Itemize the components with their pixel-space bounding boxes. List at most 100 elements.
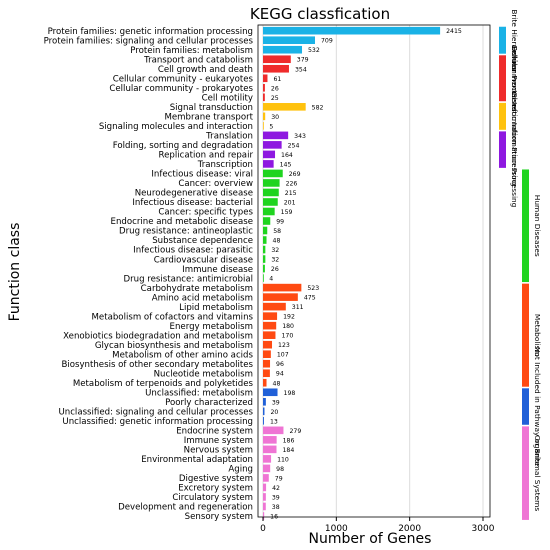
value-label: 61 (273, 76, 281, 83)
value-label: 79 (275, 475, 283, 482)
x-tick-label: 1000 (325, 524, 348, 534)
category-label: Unclassified: signaling and cellular pro… (58, 408, 253, 418)
value-label: 42 (272, 485, 280, 492)
grid-lines (262, 25, 484, 517)
legend-color-bar (499, 55, 506, 102)
bar (263, 264, 265, 273)
value-label: 30 (271, 114, 279, 121)
value-label: 13 (270, 418, 278, 425)
bar (263, 255, 266, 263)
category-label: Infectious disease: viral (151, 170, 253, 180)
bar (263, 226, 268, 235)
bar (263, 36, 315, 45)
value-label: 379 (297, 57, 309, 64)
category-label: Protein families: signaling and cellular… (44, 36, 254, 46)
category-label: Metabolism of other amino acids (112, 350, 253, 360)
category-label: Nucleotide metabolism (154, 369, 253, 379)
bar (263, 283, 302, 292)
value-label: 98 (276, 466, 284, 473)
category-label: Xenobiotics biodegradation and metabolis… (63, 331, 253, 341)
category-label: Immune disease (182, 265, 253, 275)
y-axis-label: Function class (7, 223, 23, 322)
category-labels: Protein families: genetic information pr… (44, 27, 254, 522)
legend-label: Cellular Processes (510, 45, 519, 112)
bar (263, 198, 278, 206)
category-label: Signal transduction (170, 103, 253, 113)
bar (263, 369, 270, 378)
bar (263, 188, 279, 197)
category-label: Membrane transport (164, 113, 253, 123)
value-label: 25 (271, 95, 279, 102)
category-label: Drug resistance: antimicrobial (123, 274, 253, 284)
value-label: 110 (277, 456, 289, 463)
plot-frame (257, 24, 491, 518)
bar (263, 483, 267, 492)
value-label: 26 (271, 85, 279, 92)
value-label: 20 (270, 409, 278, 416)
bar (263, 512, 265, 520)
category-label: Glycan biosynthesis and metabolism (95, 341, 253, 351)
category-label: Excretory system (178, 484, 253, 494)
bar (263, 64, 289, 73)
category-label: Signaling molecules and interaction (99, 122, 253, 132)
legend-label: Not Included in Pathway or Brite (533, 347, 542, 467)
value-label: 39 (272, 494, 280, 501)
bar (263, 112, 266, 121)
category-label: Cell motility (202, 94, 253, 104)
x-axis-label: Number of Genes (309, 531, 432, 547)
x-tick-label: 2000 (398, 524, 421, 534)
value-label: 170 (281, 333, 293, 340)
bar (263, 179, 280, 187)
value-label: 2415 (446, 28, 462, 35)
bar (263, 131, 289, 140)
value-label: 532 (308, 47, 320, 54)
category-label: Cancer: specific types (158, 208, 253, 218)
value-label: 5 (269, 123, 273, 130)
category-label: Protein families: metabolism (130, 46, 253, 56)
value-label: 39 (272, 399, 280, 406)
category-label: Protein families: genetic information pr… (48, 27, 253, 37)
category-label: Transport and catabolism (143, 55, 253, 65)
x-tick-label: 3000 (472, 524, 495, 534)
bar (263, 207, 275, 216)
bar (263, 436, 277, 444)
bar (263, 245, 266, 254)
legend-label: Organismal Systems (533, 435, 542, 511)
bar (263, 378, 267, 387)
value-label: 254 (288, 142, 300, 149)
category-label: Endocrine and metabolic disease (111, 217, 253, 227)
value-label: 26 (271, 266, 279, 273)
category-label: Cell growth and death (158, 65, 253, 75)
legend-color-bar (522, 388, 529, 425)
x-tick-label: 0 (260, 524, 266, 534)
bar (263, 397, 266, 406)
category-label: Amino acid metabolism (152, 293, 253, 303)
bar (263, 464, 271, 473)
bar (263, 417, 264, 425)
value-label: 343 (294, 133, 306, 140)
bar (263, 340, 273, 349)
legend-color-bar (499, 102, 506, 130)
category-label: Cardiovascular disease (154, 255, 253, 265)
bar (263, 426, 284, 435)
x-axis: 0 1000 2000 3000 (257, 24, 495, 534)
category-label: Folding, sorting and degradation (113, 141, 253, 151)
category-label: Infectious disease: parasitic (133, 246, 253, 256)
value-label: 523 (307, 285, 319, 292)
bar (263, 160, 274, 168)
bar (263, 45, 303, 54)
value-label: 38 (272, 504, 280, 511)
bar (263, 93, 265, 102)
category-label: Substance dependence (152, 236, 253, 246)
value-label: 159 (281, 209, 293, 216)
bar (263, 83, 265, 92)
category-label: Poorly characterized (165, 398, 253, 408)
category-label: Infectious disease: bacterial (132, 198, 253, 208)
bar (263, 26, 441, 35)
value-label: 354 (295, 66, 307, 73)
value-label: 107 (277, 352, 289, 359)
bar (263, 122, 264, 130)
